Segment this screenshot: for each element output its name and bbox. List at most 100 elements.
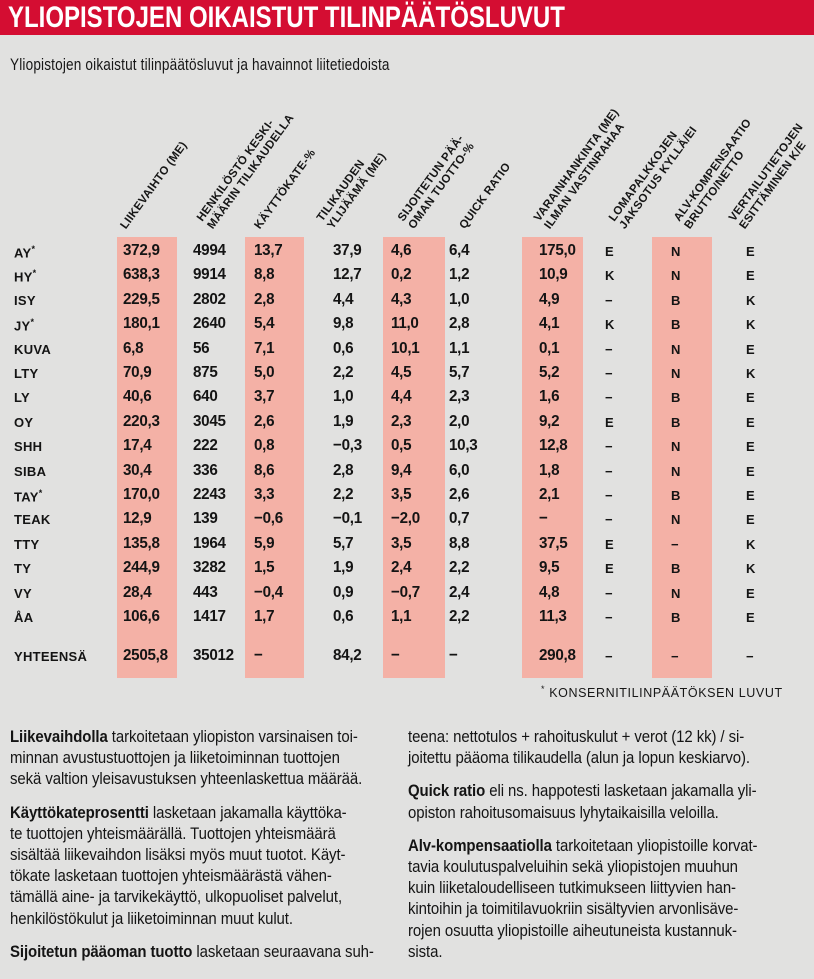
table-cell: 2,3 (449, 388, 470, 406)
table-cell: 10,1 (391, 339, 420, 357)
table-cell: 2,0 (449, 412, 470, 430)
table-cell: 1964 (193, 534, 226, 552)
table-cell: 5,0 (254, 364, 275, 381)
table-cell: 4,8 (539, 583, 560, 601)
footnote-star: * (541, 684, 546, 694)
row-label: TAY* (14, 488, 43, 505)
definition-line: opiston rahoitusomaisuus lyhytaikaisilla… (408, 802, 719, 822)
table-cell: 4,9 (539, 290, 560, 308)
table-cell: 12,9 (123, 510, 152, 528)
table-cell: E (605, 244, 614, 259)
table-cell: B (671, 414, 681, 430)
table-cell: 4,1 (539, 315, 560, 333)
table-cell: N (671, 439, 681, 455)
table-cell: 2,3 (391, 412, 412, 430)
table-cell: − (539, 510, 548, 528)
table-cell: E (746, 414, 755, 430)
table-cell: 1,8 (539, 461, 560, 479)
table-cell: − (605, 292, 613, 308)
table-cell: B (671, 292, 681, 308)
table-cell: − (254, 647, 263, 664)
page-subtitle: Yliopistojen oikaistut tilinpäätösluvut … (10, 55, 390, 74)
table-cell: E (746, 341, 755, 357)
table-cell: 0,7 (449, 510, 470, 528)
row-label: HY* (14, 268, 37, 285)
table-cell: 2,4 (449, 583, 470, 601)
table-cell: 2,2 (333, 486, 354, 503)
table-cell: 6,4 (449, 242, 470, 259)
table-cell: 1,2 (449, 266, 470, 284)
table-cell: −0,3 (333, 437, 362, 455)
table-cell: 35012 (193, 647, 234, 664)
table-cell: K (746, 366, 756, 381)
table-cell: 2,2 (333, 364, 354, 381)
table-cell: 0,6 (333, 339, 354, 357)
table-cell: −0,4 (254, 583, 283, 601)
row-label: OY (14, 414, 34, 430)
table-cell: 139 (193, 510, 218, 528)
table-cell: 1,0 (333, 388, 354, 406)
definition-line: tavia koulutuspalveluihin sekä yliopisto… (408, 857, 738, 877)
table-cell: 1,5 (254, 559, 275, 577)
table-cell: − (605, 463, 613, 479)
definition-paragraph: Alv-kompensaatiolla tarkoitetaan yliopis… (408, 835, 814, 962)
definition-line: sekä valtion yleisavustuksen yhteenlaske… (10, 769, 363, 789)
column-highlight-band (522, 237, 583, 678)
table-cell: 180,1 (123, 315, 160, 333)
table-cell: 4,6 (391, 242, 412, 259)
table-cell: K (746, 536, 756, 552)
definition-line: teena: nettotulos + rahoituskulut + vero… (408, 727, 745, 746)
table-cell: K (746, 561, 756, 577)
table-cell: 4994 (193, 242, 226, 259)
table-cell: 6,8 (123, 339, 144, 357)
table-cell: − (671, 649, 679, 664)
consolidated-star: * (38, 488, 43, 498)
definition-line: henkilöstökulut ja liiketoiminnan muut k… (10, 908, 293, 928)
definition-paragraph: Käyttökateprosentti lasketaan jakamalla … (10, 802, 415, 929)
table-cell: 175,0 (539, 242, 576, 259)
row-label: VY (14, 585, 32, 601)
table-cell: 290,8 (539, 647, 576, 664)
table-cell: −0,1 (333, 510, 362, 528)
table-cell: 2243 (193, 486, 226, 503)
definition-paragraph: Liikevaihdolla tarkoitetaan yliopiston v… (10, 726, 415, 790)
table-cell: E (605, 536, 614, 552)
page-title: YLIOPISTOJEN OIKAISTUT TILINPÄÄTÖSLUVUT (8, 1, 565, 34)
table-cell: B (671, 610, 681, 625)
consolidated-star: * (32, 268, 37, 279)
definition-line: joitettu pääoma tilikaudella (alun ja lo… (408, 748, 750, 768)
definition-line: kintoihin ja toimitilavuokriin sisältyvi… (408, 899, 739, 919)
definition-line: tökate lasketaan tuottojen yhteismääräst… (10, 866, 332, 886)
column-header: QUICK RATIO (457, 161, 514, 232)
table-cell: E (746, 585, 755, 601)
table-cell: 1,9 (333, 412, 354, 430)
table-cell: 244,9 (123, 559, 160, 577)
column-header: TILIKAUDEN YLIJÄÄMÄ (ME) (315, 143, 389, 232)
table-cell: 2640 (193, 315, 226, 333)
row-label: SIBA (14, 463, 47, 479)
table-cell: 9,5 (539, 559, 560, 577)
footnote: * KONSERNITILINPÄÄTÖKSEN LUVUT (541, 684, 783, 700)
table-cell: 2,8 (254, 290, 275, 308)
table-cell: E (605, 414, 614, 430)
row-label: TTY (14, 536, 40, 552)
definition-line: sista. (408, 941, 443, 961)
table-cell: 8,8 (254, 266, 275, 284)
table-cell: B (671, 317, 681, 333)
table-cell: 30,4 (123, 461, 152, 479)
row-label: TY (14, 561, 32, 577)
definition-line: te tuottojen yhteismäärällä. Tuottojen y… (10, 823, 336, 843)
table-cell: − (605, 610, 613, 625)
table-cell: 9,4 (391, 461, 412, 479)
table-cell: 5,2 (539, 364, 560, 381)
table-cell: 12,8 (539, 437, 568, 455)
table-cell: − (671, 536, 679, 552)
definitions-left: Liikevaihdolla tarkoitetaan yliopiston v… (10, 726, 415, 974)
table-cell: 8,6 (254, 461, 275, 479)
table-cell: 1,6 (539, 388, 560, 406)
table-cell: 1,7 (254, 608, 275, 625)
table-cell: B (671, 561, 681, 577)
column-header: LIIKEVAIHTO (ME) (118, 140, 190, 232)
table-cell: − (605, 488, 613, 503)
table-cell: N (671, 463, 681, 479)
